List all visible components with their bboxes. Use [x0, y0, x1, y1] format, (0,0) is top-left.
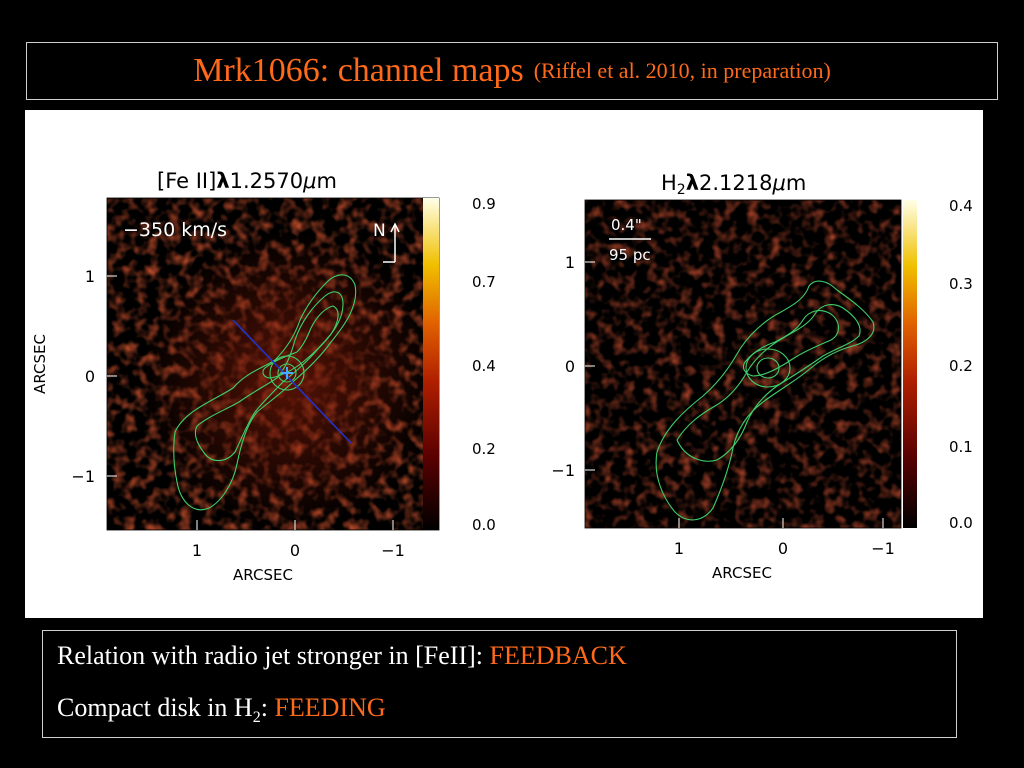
colorbar-tick: 0.2	[949, 357, 973, 375]
scale-label: 0.4"	[611, 216, 642, 234]
x-tick-label: −1	[871, 539, 895, 558]
radio-contours	[173, 274, 357, 511]
colorbar-tick: 0.7	[472, 273, 496, 291]
h2-contours	[655, 280, 875, 521]
h2-y-tick-labels: 1 0 −1	[551, 253, 575, 480]
y-tick-label: 1	[85, 267, 95, 286]
slide-title: Mrk1066: channel maps	[193, 52, 524, 89]
y-tick-label: −1	[551, 461, 575, 480]
h2-x-axis-label: ARCSEC	[712, 564, 772, 582]
y-tick-label: 0	[565, 357, 575, 376]
h2-ticks	[585, 261, 884, 528]
feii-y-tick-labels: 1 0 −1	[71, 267, 95, 486]
caption-line-feeding: Compact disk in H2: FEEDING	[57, 693, 942, 728]
slide-title-citation: (Riffel et al. 2010, in preparation)	[533, 58, 831, 83]
scale-bar: 0.4" 95 pc	[609, 216, 651, 264]
colorbar-tick: 0.0	[949, 514, 973, 532]
slide-title-box: Mrk1066: channel maps (Riffel et al. 201…	[26, 42, 998, 100]
feii-colorbar: 0.9 0.7 0.4 0.2 0.0	[423, 195, 496, 534]
h2-colorbar-ticks: 0.4 0.3 0.2 0.1 0.0	[949, 197, 973, 532]
caption-subscript: 2	[252, 709, 261, 727]
feeding-label: FEEDING	[274, 692, 386, 722]
x-tick-label: 1	[192, 541, 202, 560]
h2-panel: H2λ2.1218μm 0.4" 95 pc	[551, 171, 972, 582]
h2-panel-title: H2λ2.1218μm	[661, 171, 806, 198]
colorbar-tick: 0.4	[949, 197, 973, 215]
channel-maps-figure: [Fe II]λ1.2570μm	[25, 110, 983, 618]
caption-text: Relation with radio jet stronger in [FeI…	[57, 641, 490, 670]
x-tick-label: 1	[674, 539, 684, 558]
feii-x-tick-labels: 1 0 −1	[192, 541, 405, 560]
caption-colon: :	[260, 692, 275, 722]
y-tick-label: 0	[85, 367, 95, 386]
x-tick-label: 0	[778, 539, 788, 558]
feii-y-axis-label: ARCSEC	[31, 334, 49, 394]
caption-text: Compact disk in H	[57, 692, 253, 722]
h2-map: 0.4" 95 pc	[585, 200, 901, 528]
feii-map: −350 km/s N	[107, 198, 439, 530]
h2-x-tick-labels: 1 0 −1	[674, 539, 895, 558]
colorbar-tick: 0.4	[472, 357, 496, 375]
colorbar-tick: 0.0	[472, 516, 496, 534]
caption-box: Relation with radio jet stronger in [FeI…	[42, 630, 957, 738]
colorbar-tick: 0.3	[949, 275, 973, 293]
feii-panel-title: [Fe II]λ1.2570μm	[157, 169, 337, 193]
y-tick-label: −1	[71, 467, 95, 486]
feii-x-axis-label: ARCSEC	[233, 566, 293, 584]
x-tick-label: 0	[290, 541, 300, 560]
north-label: N	[373, 221, 386, 241]
feii-ticks	[107, 275, 394, 530]
colorbar-tick: 0.1	[949, 438, 973, 456]
h2-colorbar: 0.4 0.3 0.2 0.1 0.0	[903, 197, 973, 532]
feii-panel: [Fe II]λ1.2570μm	[31, 169, 496, 584]
north-arrow: N	[373, 221, 400, 263]
caption-line-feedback: Relation with radio jet stronger in [FeI…	[57, 641, 942, 671]
y-tick-label: 1	[565, 253, 575, 272]
velocity-label: −350 km/s	[123, 219, 227, 241]
x-tick-label: −1	[381, 541, 405, 560]
scale-pc-label: 95 pc	[609, 246, 651, 264]
radio-jet-line	[232, 319, 352, 444]
colorbar-tick: 0.9	[472, 195, 496, 213]
feedback-label: FEEDBACK	[489, 641, 627, 670]
nucleus-marker	[281, 367, 293, 379]
colorbar-tick: 0.2	[472, 440, 496, 458]
feii-colorbar-ticks: 0.9 0.7 0.4 0.2 0.0	[472, 195, 496, 534]
